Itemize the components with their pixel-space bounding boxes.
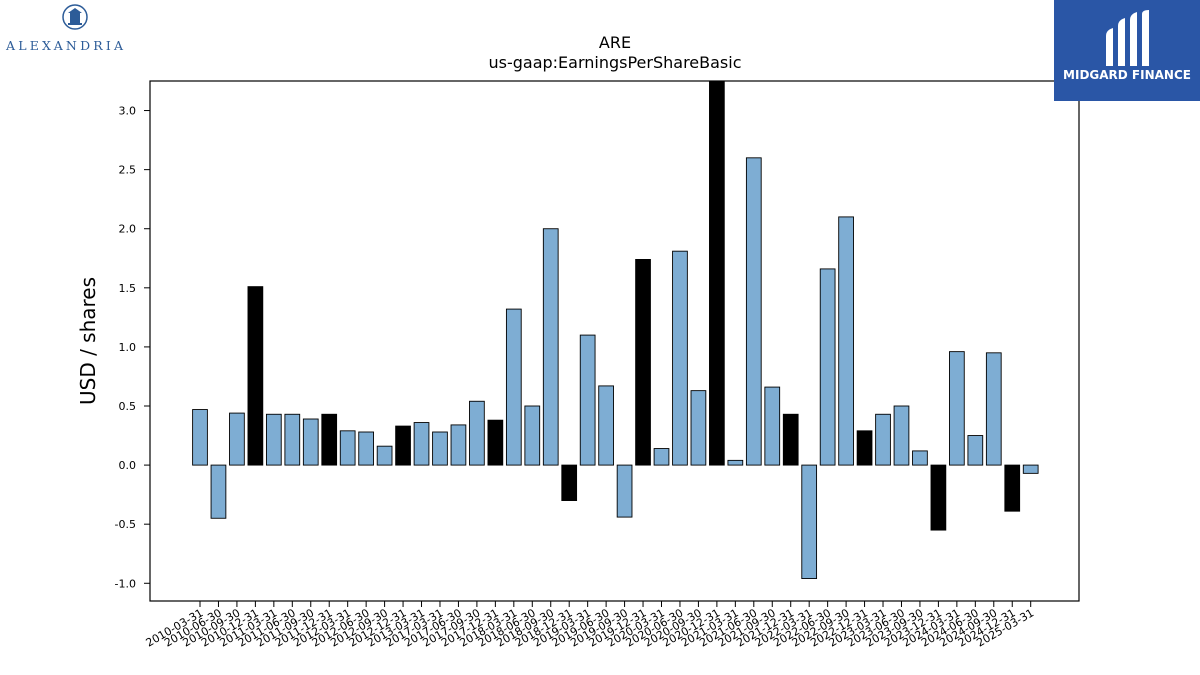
y-tick-label: 0.0 bbox=[119, 459, 137, 472]
bar-2023-09-30 bbox=[912, 450, 928, 466]
midgard-monogram-icon bbox=[1106, 10, 1149, 66]
y-axis-label: USD / shares bbox=[76, 277, 100, 405]
bar-2021-09-30 bbox=[764, 386, 781, 466]
bar-2024-12-31 bbox=[1004, 464, 1021, 512]
midgard-finance-logo: MIDGARD FINANCE bbox=[1054, 0, 1200, 101]
bar-2010-06-30 bbox=[210, 464, 227, 519]
building-seal-icon bbox=[62, 4, 88, 30]
x-axis: 2010-03-312010-06-302010-09-302010-12-31… bbox=[144, 601, 1036, 650]
chart-title: ARE bbox=[599, 33, 631, 52]
bar-2020-12-31 bbox=[709, 80, 725, 466]
bar-2023-03-31 bbox=[875, 413, 891, 466]
bar-2012-06-30 bbox=[358, 431, 374, 466]
y-tick-label: 0.5 bbox=[119, 400, 137, 413]
y-axis: -1.0 -0.5 0.0 0.5 1.0 1.5 2.0 2.5 3.0 bbox=[115, 105, 150, 590]
y-tick-label: 1.5 bbox=[119, 282, 137, 295]
bar-2018-03-31 bbox=[505, 308, 522, 466]
bar-2020-03-31 bbox=[653, 448, 670, 466]
alexandria-logo: ALEXANDRIA bbox=[4, 4, 154, 56]
y-tick-label: -1.0 bbox=[115, 577, 136, 590]
bar-2024-06-30 bbox=[967, 435, 984, 466]
bar-2018-06-30 bbox=[524, 405, 541, 466]
y-tick-label: 2.0 bbox=[119, 223, 137, 236]
bar-2022-09-30 bbox=[838, 216, 854, 466]
bar-2011-09-30 bbox=[302, 418, 319, 466]
y-tick-label: 3.0 bbox=[119, 105, 137, 118]
bar-2019-09-30 bbox=[616, 464, 633, 518]
bar-2024-03-31 bbox=[949, 351, 965, 466]
bar-2025-03-31 bbox=[1022, 464, 1039, 474]
midgard-finance-wordmark: MIDGARD FINANCE bbox=[1063, 68, 1191, 82]
bar-2017-09-30 bbox=[469, 400, 485, 466]
bar-2023-12-31 bbox=[930, 464, 947, 531]
bar-2021-12-31 bbox=[782, 413, 799, 466]
bar-2022-03-31 bbox=[801, 464, 818, 579]
bar-2024-09-30 bbox=[985, 352, 1002, 466]
bar-2017-06-30 bbox=[450, 424, 467, 466]
bar-2023-06-30 bbox=[893, 405, 910, 466]
bar-2018-12-31 bbox=[561, 464, 578, 501]
bar-2011-12-31 bbox=[321, 413, 338, 466]
y-tick-label: 1.0 bbox=[119, 341, 137, 354]
bar-2022-06-30 bbox=[819, 268, 836, 466]
y-tick-label: -0.5 bbox=[115, 518, 136, 531]
bar-2011-03-31 bbox=[265, 413, 282, 466]
bar-group bbox=[192, 80, 1039, 579]
bar-2012-09-30 bbox=[376, 445, 393, 466]
bar-2018-09-30 bbox=[542, 228, 559, 466]
bar-2019-12-31 bbox=[635, 259, 651, 466]
bar-2020-09-30 bbox=[690, 390, 707, 466]
bar-2010-03-31 bbox=[192, 409, 208, 466]
bar-2011-06-30 bbox=[284, 413, 301, 466]
bar-2017-03-31 bbox=[432, 431, 448, 466]
bar-2010-12-31 bbox=[247, 286, 264, 466]
bar-2021-06-30 bbox=[745, 157, 762, 466]
bar-2022-12-31 bbox=[856, 430, 873, 466]
alexandria-wordmark: ALEXANDRIA bbox=[6, 38, 127, 53]
chart-subtitle: us-gaap:EarningsPerShareBasic bbox=[488, 53, 741, 72]
bar-2012-03-31 bbox=[339, 430, 356, 466]
bar-2020-06-30 bbox=[672, 250, 688, 466]
bar-2019-06-30 bbox=[598, 385, 614, 466]
bar-2017-12-31 bbox=[487, 419, 504, 466]
bar-2010-09-30 bbox=[229, 412, 245, 466]
bar-2013-03-31 bbox=[413, 422, 430, 466]
bar-2021-03-31 bbox=[727, 459, 744, 466]
plot-frame bbox=[149, 80, 1080, 602]
y-tick-label: 2.5 bbox=[119, 164, 137, 177]
bar-2012-12-31 bbox=[395, 425, 411, 466]
bar-2019-03-31 bbox=[579, 334, 596, 466]
